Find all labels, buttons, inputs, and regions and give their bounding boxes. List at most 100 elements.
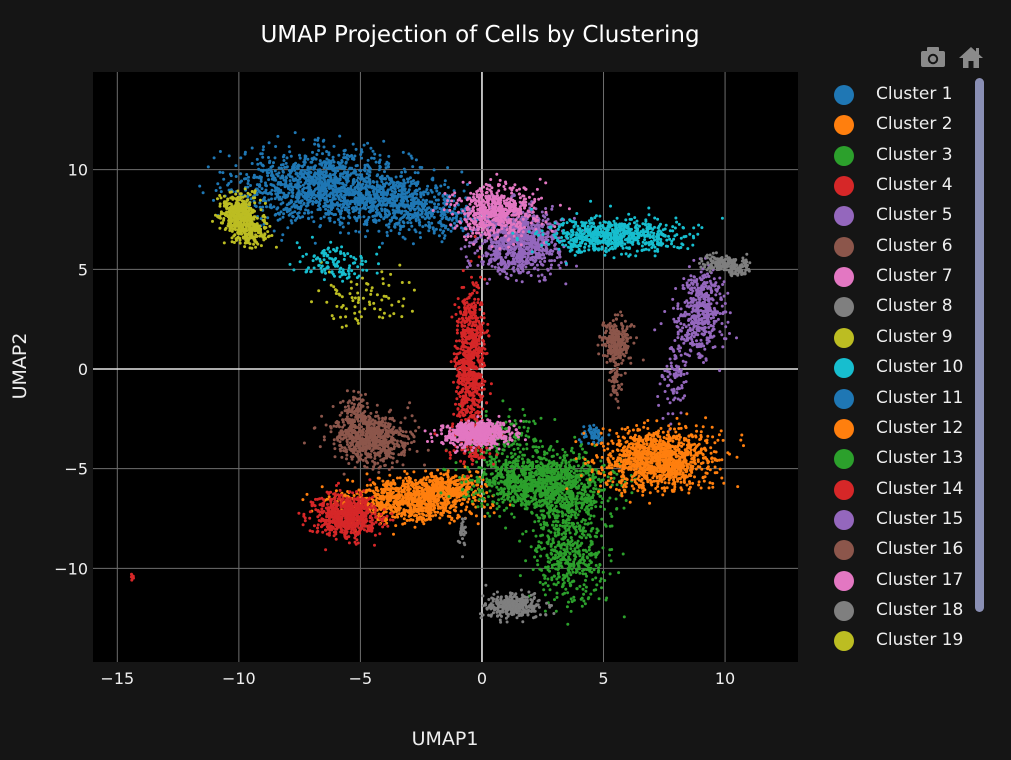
data-point: [300, 175, 304, 179]
data-point: [601, 570, 605, 574]
data-point: [406, 221, 410, 225]
data-point: [567, 540, 571, 544]
data-point: [350, 206, 354, 210]
data-point: [297, 164, 301, 168]
data-point: [377, 218, 381, 222]
data-point: [550, 470, 554, 474]
data-point: [567, 557, 571, 561]
data-point: [609, 559, 613, 563]
data-point: [407, 514, 411, 518]
data-point: [621, 552, 625, 556]
data-point: [295, 167, 299, 171]
data-point: [533, 520, 537, 524]
data-point: [460, 481, 464, 484]
data-point: [561, 584, 565, 588]
data-point: [273, 178, 277, 182]
data-point: [408, 194, 412, 198]
data-point: [584, 585, 588, 589]
data-point: [439, 512, 443, 516]
data-point: [555, 595, 559, 599]
data-point: [443, 234, 447, 238]
data-point: [300, 192, 303, 196]
data-point: [572, 471, 576, 475]
data-point: [293, 131, 297, 135]
data-point: [581, 548, 585, 552]
data-point: [464, 480, 468, 484]
data-point: [270, 177, 274, 181]
data-point: [327, 210, 331, 214]
data-point: [401, 499, 404, 503]
data-point: [583, 602, 587, 606]
data-point: [259, 179, 263, 183]
data-point: [485, 480, 489, 484]
data-point: [508, 407, 512, 411]
data-point: [511, 461, 515, 465]
data-point: [603, 579, 607, 582]
data-point: [407, 215, 410, 219]
data-point: [573, 435, 577, 439]
data-point: [569, 573, 573, 577]
data-point: [566, 591, 570, 595]
data-point: [267, 141, 271, 145]
data-point: [288, 170, 292, 174]
data-point: [436, 479, 440, 483]
data-point: [348, 192, 352, 196]
data-point: [427, 517, 431, 521]
data-point: [394, 195, 398, 199]
data-point: [422, 513, 426, 517]
data-point: [392, 532, 395, 536]
data-point: [590, 541, 594, 545]
data-point: [442, 198, 446, 202]
data-point: [390, 202, 394, 206]
data-point: [398, 203, 402, 207]
data-point: [395, 502, 399, 506]
data-point: [454, 216, 458, 220]
data-point: [296, 206, 300, 210]
data-point: [560, 495, 564, 499]
data-point: [407, 475, 411, 479]
camera-icon[interactable]: [918, 44, 948, 72]
data-point: [366, 141, 370, 145]
data-point: [348, 173, 352, 177]
data-point: [403, 213, 407, 217]
data-point: [505, 455, 509, 459]
data-point: [381, 185, 385, 189]
data-point: [546, 577, 550, 581]
data-point: [326, 166, 330, 170]
data-point: [427, 216, 431, 220]
data-point: [535, 559, 539, 563]
data-point: [256, 162, 260, 166]
data-point: [600, 517, 604, 521]
data-point: [324, 212, 328, 216]
data-point: [559, 476, 563, 480]
data-point: [399, 217, 403, 221]
data-point: [405, 479, 409, 483]
data-point: [277, 191, 281, 194]
data-point: [438, 219, 442, 223]
data-point: [510, 455, 514, 459]
data-point: [429, 500, 433, 503]
data-point: [612, 476, 616, 480]
data-point: [322, 182, 326, 186]
data-point: [372, 180, 376, 184]
data-point: [386, 479, 390, 483]
data-point: [415, 189, 419, 193]
data-point: [545, 553, 549, 557]
data-point: [467, 497, 471, 501]
data-point: [294, 200, 298, 204]
home-icon[interactable]: [956, 44, 986, 72]
data-point: [597, 597, 601, 601]
data-point: [563, 464, 567, 468]
data-point: [314, 200, 317, 204]
data-point: [397, 231, 401, 235]
data-point: [379, 500, 383, 504]
data-point: [560, 479, 564, 483]
data-point: [401, 150, 405, 154]
data-point: [534, 534, 538, 538]
data-point: [576, 521, 580, 525]
data-point: [518, 539, 522, 543]
data-point: [546, 540, 550, 544]
data-point: [229, 180, 233, 183]
data-point: [568, 531, 572, 535]
